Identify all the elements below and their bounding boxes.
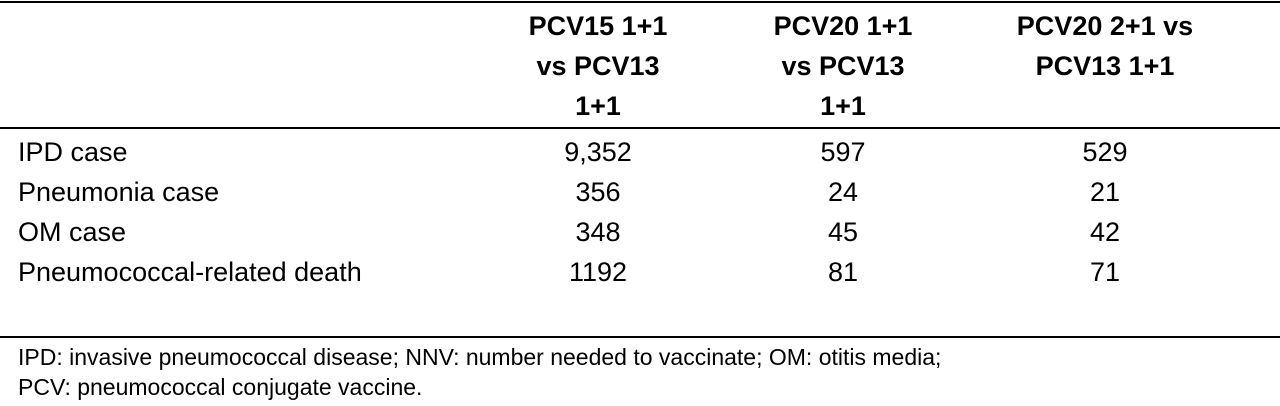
row-label: Pneumonia case [18, 177, 220, 207]
column-header: PCV20 1+1 vs PCV13 1+1 [773, 11, 913, 121]
footnote: IPD: invasive pneumococcal disease; NNV:… [18, 344, 942, 370]
table-cell: 42 [1089, 217, 1121, 247]
table-cell: 597 [820, 137, 866, 167]
table-cell: 1192 [568, 257, 628, 287]
bottom-rule [0, 336, 1280, 338]
table-cell: 529 [1082, 137, 1128, 167]
table-cell: 24 [827, 177, 859, 207]
table-cell: 71 [1089, 257, 1121, 287]
row-label: OM case [18, 217, 127, 247]
row-label: IPD case [18, 137, 128, 167]
table-cell: 348 [575, 217, 621, 247]
row-label: Pneumococcal-related death [18, 257, 362, 287]
table-cell: 356 [575, 177, 621, 207]
top-rule [0, 1, 1280, 3]
column-header: PCV20 2+1 vs PCV13 1+1 [1016, 11, 1194, 81]
column-header: PCV15 1+1 vs PCV13 1+1 [528, 11, 668, 121]
table-cell: 45 [827, 217, 859, 247]
table-cell: 81 [827, 257, 859, 287]
footnote: PCV: pneumococcal conjugate vaccine. [18, 374, 423, 400]
table-cell: 9,352 [564, 137, 632, 167]
header-rule [0, 127, 1280, 129]
table-cell: 21 [1089, 177, 1121, 207]
